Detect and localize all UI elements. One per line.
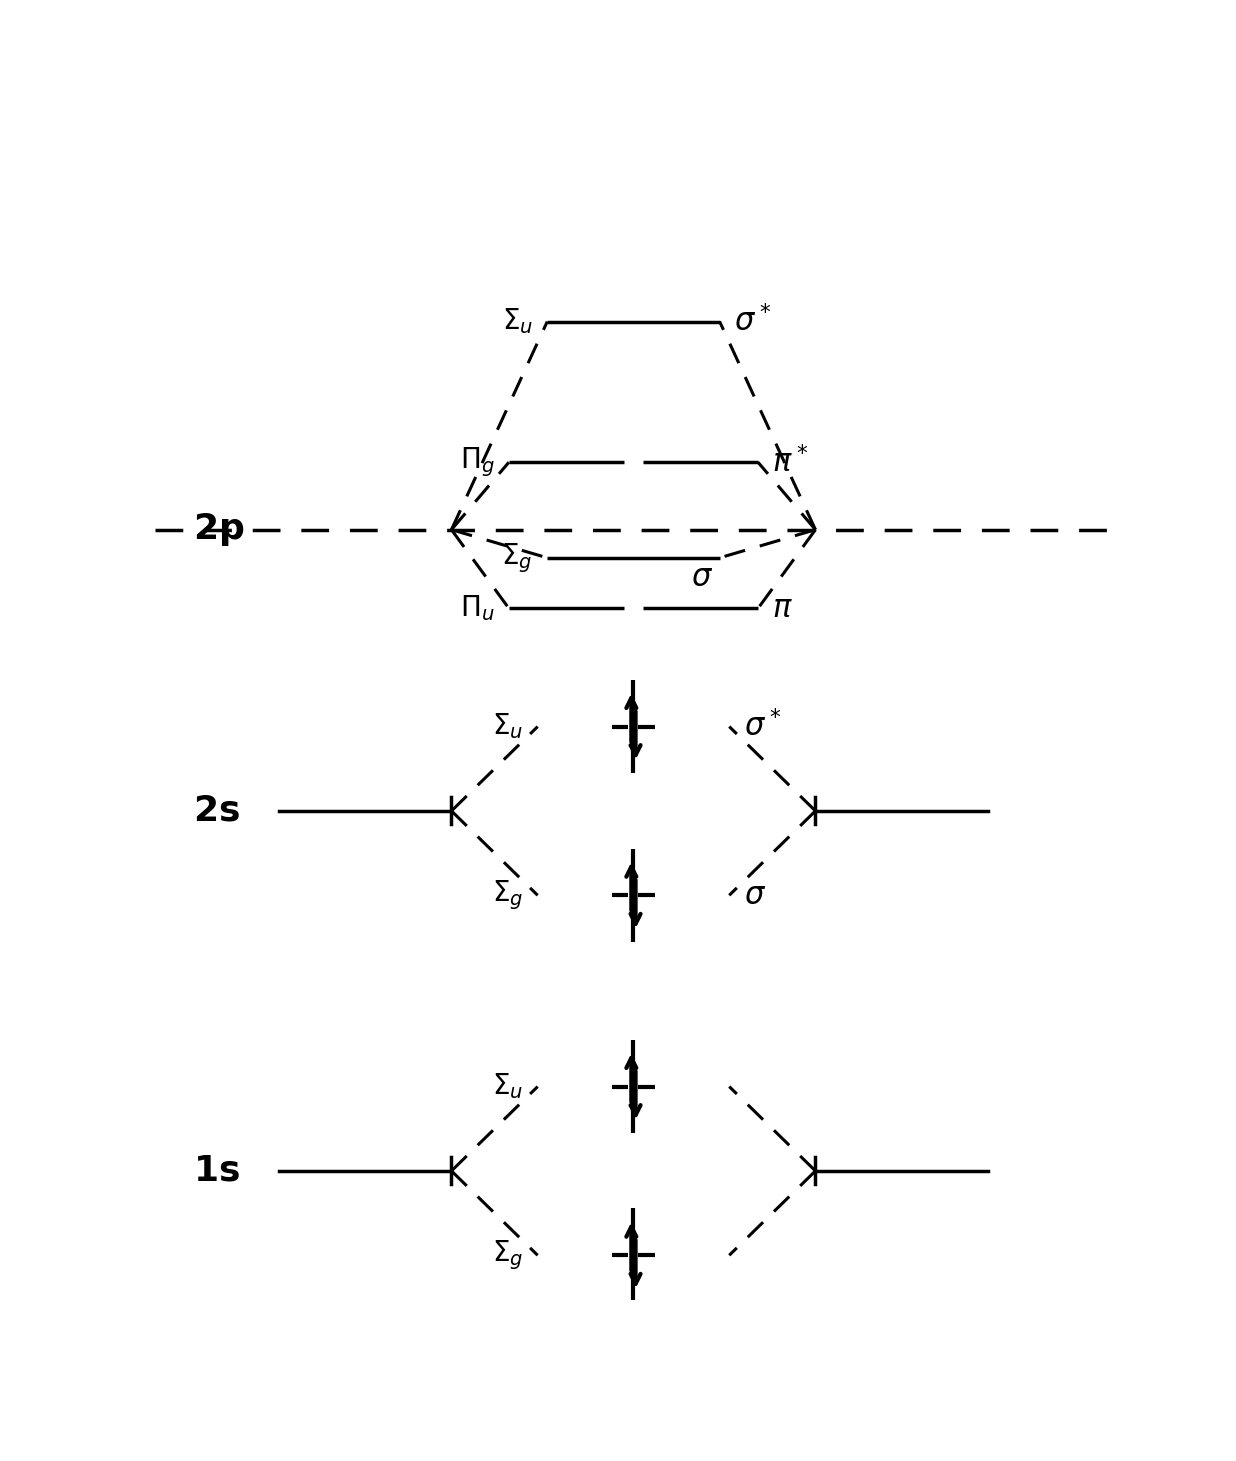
- Text: $\mathbf{2s}$: $\mathbf{2s}$: [193, 793, 240, 828]
- Text: $\Sigma_u$: $\Sigma_u$: [492, 1072, 523, 1102]
- Text: $\mathbf{1s}$: $\mathbf{1s}$: [193, 1154, 240, 1188]
- Text: $\Pi_g$: $\Pi_g$: [460, 446, 494, 479]
- Text: $\mathbf{2p}$: $\mathbf{2p}$: [193, 511, 245, 548]
- Text: $\Sigma_g$: $\Sigma_g$: [502, 541, 533, 574]
- Text: $\sigma^*$: $\sigma^*$: [734, 305, 771, 337]
- Text: $\pi$: $\pi$: [772, 595, 794, 622]
- Text: $\Sigma_g$: $\Sigma_g$: [492, 1239, 523, 1273]
- Text: $\sigma$: $\sigma$: [691, 562, 713, 592]
- Text: $\pi^*$: $\pi^*$: [772, 446, 808, 478]
- Text: $\sigma$: $\sigma$: [744, 881, 766, 910]
- Text: $\Sigma_u$: $\Sigma_u$: [502, 307, 533, 336]
- Text: $\Sigma_u$: $\Sigma_u$: [492, 712, 523, 741]
- Text: $\Pi_u$: $\Pi_u$: [460, 593, 494, 624]
- Text: $\sigma^*$: $\sigma^*$: [744, 710, 781, 742]
- Text: $\Sigma_g$: $\Sigma_g$: [492, 878, 523, 912]
